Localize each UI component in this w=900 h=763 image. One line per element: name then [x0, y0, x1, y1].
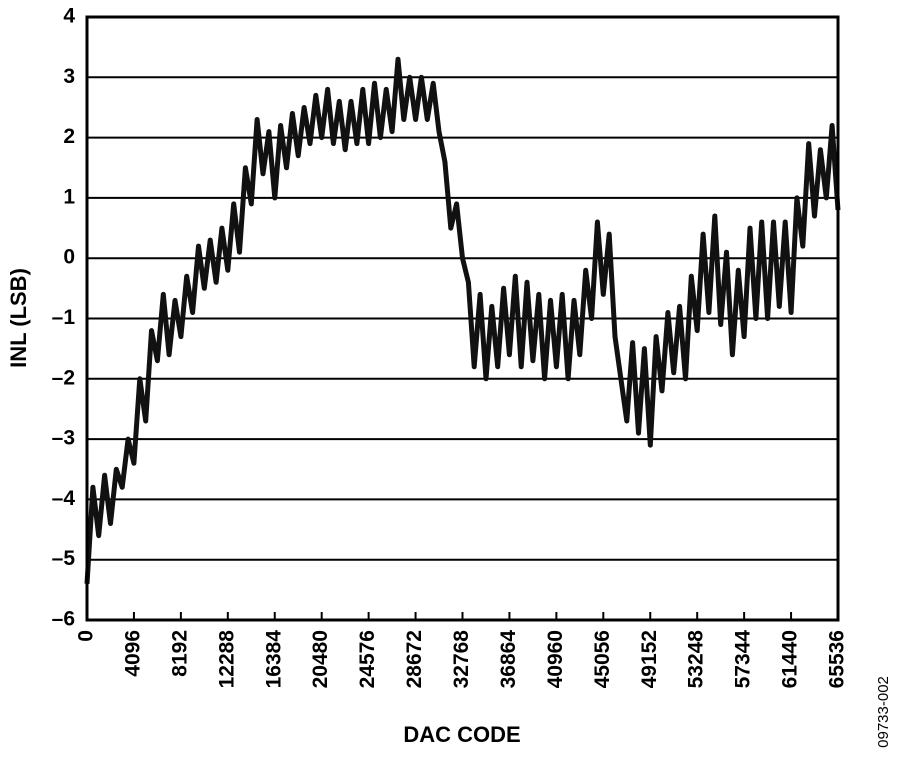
x-tick-label: 49152 [638, 630, 661, 688]
x-tick-label: 32768 [450, 630, 473, 689]
x-tick-label: 8192 [168, 630, 191, 677]
y-tick-label: –5 [52, 547, 76, 570]
x-tick-label: 24576 [356, 630, 379, 688]
x-tick-label: 36864 [497, 630, 520, 689]
x-tick-label: 40960 [544, 630, 567, 688]
x-axis-label: DAC CODE [403, 722, 520, 747]
y-tick-label: –1 [52, 306, 76, 329]
x-tick-label: 0 [75, 630, 98, 642]
x-tick-label: 20480 [309, 630, 332, 688]
y-axis-label: INL (LSB) [6, 268, 31, 368]
y-tick-label: 3 [63, 65, 75, 88]
y-tick-label: 1 [63, 185, 75, 208]
x-tick-label: 12288 [215, 630, 238, 689]
y-tick-label: –4 [52, 487, 76, 510]
plot-frame [85, 15, 840, 622]
x-tick-label: 65536 [826, 630, 849, 688]
x-tick-label: 16384 [262, 630, 285, 689]
inl-line [84, 56, 841, 584]
x-tick-label: 57344 [732, 630, 755, 689]
y-tick-label: 0 [63, 246, 75, 269]
x-tick-label: 53248 [685, 630, 708, 689]
x-tick-label: 61440 [779, 630, 802, 688]
y-tick-label: 4 [63, 5, 75, 28]
y-tick-label: 2 [63, 125, 75, 148]
x-tick-label: 28672 [403, 630, 426, 688]
y-tick-label: –3 [52, 427, 75, 450]
x-tick-label: 45056 [591, 630, 614, 688]
y-tick-label: –2 [52, 366, 75, 389]
figure-id: 09733-002 [875, 676, 892, 748]
x-tick-label: 4096 [121, 630, 144, 677]
y-tick-label: –6 [52, 608, 75, 631]
